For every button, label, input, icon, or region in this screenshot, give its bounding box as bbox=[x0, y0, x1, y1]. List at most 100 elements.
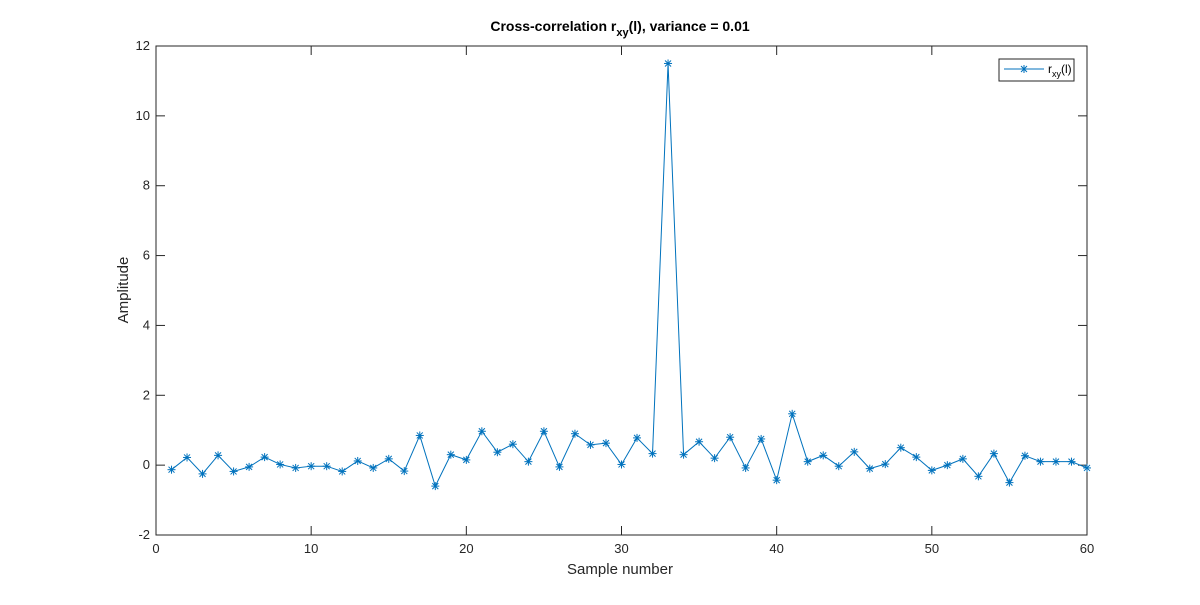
data-point bbox=[679, 450, 688, 459]
data-point bbox=[803, 457, 812, 466]
data-point bbox=[353, 456, 362, 465]
data-point bbox=[493, 448, 502, 457]
data-point bbox=[865, 464, 874, 473]
marker-stroke bbox=[540, 427, 548, 435]
data-point bbox=[276, 460, 285, 469]
x-tick-label: 60 bbox=[1080, 541, 1094, 556]
marker-stroke bbox=[726, 433, 734, 441]
marker-stroke bbox=[695, 438, 703, 446]
marker-stroke bbox=[881, 460, 889, 468]
marker-stroke bbox=[416, 432, 424, 439]
data-point bbox=[881, 460, 890, 469]
data-point bbox=[307, 462, 316, 471]
marker-stroke bbox=[385, 455, 393, 463]
data-point bbox=[664, 59, 673, 68]
marker-stroke bbox=[509, 440, 517, 448]
data-point bbox=[586, 440, 595, 449]
marker-stroke bbox=[400, 467, 408, 475]
x-tick-label: 30 bbox=[614, 541, 628, 556]
x-axis-label: Sample number bbox=[567, 561, 673, 578]
marker-stroke bbox=[912, 453, 920, 461]
x-tick-label: 50 bbox=[925, 541, 939, 556]
marker-stroke bbox=[788, 410, 796, 418]
marker-stroke bbox=[307, 462, 315, 470]
data-point bbox=[214, 451, 223, 460]
marker-stroke bbox=[1037, 458, 1044, 466]
x-tick-label: 0 bbox=[152, 541, 159, 556]
marker-stroke bbox=[494, 448, 501, 456]
data-point bbox=[989, 449, 998, 458]
marker-stroke bbox=[711, 454, 718, 462]
marker-stroke bbox=[1020, 65, 1028, 73]
marker-stroke bbox=[1021, 452, 1029, 460]
marker-stroke bbox=[168, 466, 175, 474]
marker-stroke bbox=[866, 465, 874, 472]
marker-stroke bbox=[183, 454, 191, 461]
data-point bbox=[896, 443, 905, 452]
marker-stroke bbox=[323, 462, 331, 470]
marker-stroke bbox=[975, 472, 982, 480]
data-point bbox=[601, 439, 610, 448]
data-point bbox=[726, 433, 735, 442]
x-tick-label: 10 bbox=[304, 541, 318, 556]
data-point bbox=[958, 454, 967, 463]
data-point bbox=[555, 462, 564, 471]
marker-stroke bbox=[525, 458, 532, 466]
marker-stroke bbox=[1083, 464, 1091, 472]
marker-stroke bbox=[431, 482, 439, 490]
marker-stroke bbox=[664, 60, 672, 67]
data-point bbox=[183, 453, 192, 462]
x-tick-label: 40 bbox=[769, 541, 783, 556]
y-tick-label: 10 bbox=[136, 108, 150, 123]
marker-stroke bbox=[230, 468, 237, 475]
data-point bbox=[850, 447, 859, 456]
marker-stroke bbox=[292, 464, 300, 472]
marker-stroke bbox=[1068, 458, 1075, 466]
data-point bbox=[741, 463, 750, 472]
marker-stroke bbox=[819, 452, 827, 459]
marker-stroke bbox=[245, 463, 253, 471]
marker-stroke bbox=[773, 476, 781, 484]
data-point bbox=[1051, 457, 1060, 466]
x-tick-label: 20 bbox=[459, 541, 473, 556]
data-point bbox=[772, 476, 781, 485]
y-tick-label: 0 bbox=[143, 457, 150, 472]
marker-stroke bbox=[369, 464, 377, 472]
data-point bbox=[539, 427, 548, 436]
legend-marker-glyph bbox=[1020, 65, 1028, 73]
data-point bbox=[648, 449, 657, 458]
marker-stroke bbox=[943, 461, 951, 469]
marker-stroke bbox=[804, 458, 812, 466]
data-point bbox=[245, 462, 254, 471]
data-point bbox=[695, 437, 704, 446]
marker-stroke bbox=[835, 462, 843, 470]
data-point bbox=[260, 453, 269, 462]
marker-stroke bbox=[742, 464, 749, 472]
y-tick-label: -2 bbox=[138, 527, 150, 542]
y-tick-label: 4 bbox=[143, 317, 150, 332]
data-point bbox=[633, 433, 642, 442]
marker-stroke bbox=[1052, 458, 1060, 466]
legend: rxy(l) bbox=[998, 58, 1075, 82]
data-point bbox=[291, 463, 300, 472]
data-point bbox=[524, 457, 533, 466]
marker-stroke bbox=[990, 450, 998, 457]
marker-stroke bbox=[959, 455, 967, 463]
data-point bbox=[788, 409, 797, 418]
data-point bbox=[415, 431, 424, 440]
data-point bbox=[1036, 457, 1045, 466]
data-point bbox=[757, 434, 766, 443]
marker-stroke bbox=[850, 448, 858, 456]
marker-stroke bbox=[261, 453, 268, 461]
marker-stroke bbox=[276, 461, 284, 468]
data-point bbox=[446, 450, 455, 459]
data-point bbox=[477, 427, 486, 436]
data-point bbox=[1020, 451, 1029, 460]
data-point bbox=[384, 454, 393, 463]
marker-stroke bbox=[757, 435, 765, 443]
data-point bbox=[431, 482, 440, 491]
data-point bbox=[167, 465, 176, 474]
marker-stroke bbox=[462, 456, 470, 464]
